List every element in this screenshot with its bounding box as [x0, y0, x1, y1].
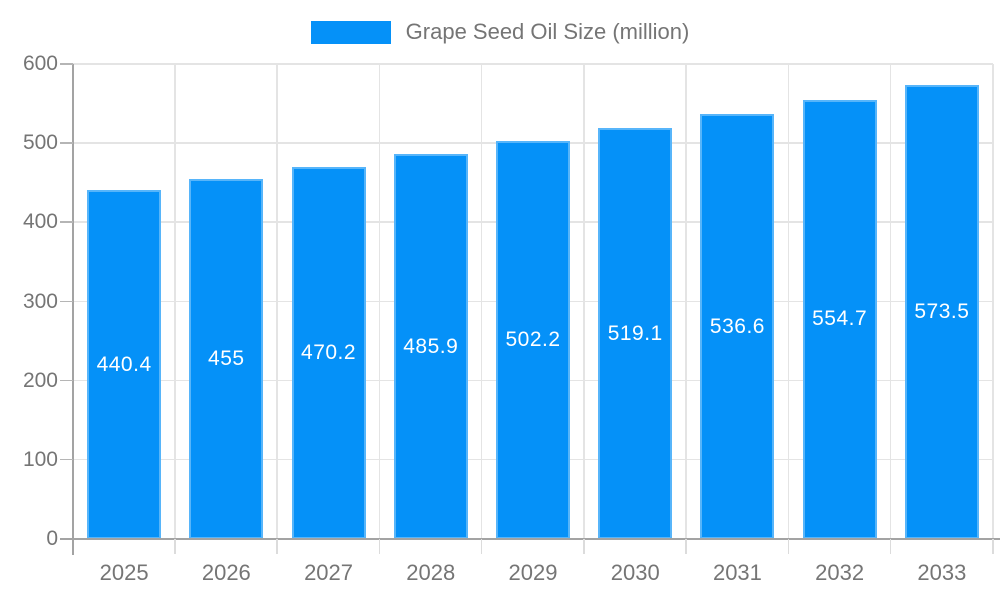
- bar[interactable]: 440.4: [87, 190, 162, 539]
- y-axis-tick: [60, 221, 73, 223]
- x-axis-tick: [685, 539, 687, 554]
- y-axis-tick: [60, 458, 73, 461]
- x-axis-label: 2032: [815, 560, 865, 585]
- x-axis-line: [60, 538, 1000, 540]
- bar-value-label: 519.1: [607, 321, 663, 345]
- h-gridline: [73, 63, 993, 65]
- v-gridline: [276, 64, 278, 539]
- x-axis-tick: [276, 539, 278, 554]
- bar[interactable]: 455: [189, 178, 264, 539]
- x-axis-tick: [378, 539, 381, 554]
- x-axis-tick: [889, 539, 892, 554]
- bar[interactable]: 502.2: [496, 141, 570, 539]
- v-gridline: [889, 64, 892, 539]
- x-axis-label: 2026: [201, 560, 251, 585]
- x-axis-label: 2028: [406, 560, 456, 585]
- x-axis-tick: [480, 539, 483, 554]
- y-axis-label: 200: [22, 368, 58, 392]
- y-axis-label: 300: [22, 289, 58, 313]
- x-axis-tick: [583, 539, 585, 554]
- bar-value-label: 455: [208, 346, 245, 370]
- v-gridline: [583, 64, 585, 539]
- v-gridline: [787, 64, 790, 539]
- y-axis-label: 400: [22, 210, 58, 234]
- x-axis-label: 2031: [712, 560, 762, 585]
- v-gridline: [378, 64, 381, 539]
- v-gridline: [174, 64, 176, 539]
- x-axis-label: 2029: [508, 560, 558, 585]
- y-axis-tick: [60, 142, 73, 144]
- bar-value-label: 554.7: [812, 307, 868, 331]
- bar[interactable]: 536.6: [700, 114, 775, 539]
- bar-value-label: 573.5: [914, 299, 970, 323]
- x-axis-label: 2027: [304, 560, 354, 585]
- v-gridline: [480, 64, 483, 539]
- y-axis-tick: [60, 379, 73, 382]
- bar[interactable]: 470.2: [291, 166, 366, 539]
- bar[interactable]: 573.5: [904, 84, 979, 539]
- x-axis-tick: [174, 539, 176, 554]
- y-axis-label: 500: [22, 131, 58, 155]
- x-axis-label: 2030: [610, 560, 660, 585]
- legend-swatch-icon: [310, 20, 391, 44]
- y-axis-label: 0: [46, 527, 58, 550]
- legend[interactable]: Grape Seed Oil Size (million): [0, 17, 1000, 47]
- x-axis-tick: [992, 539, 994, 554]
- bar[interactable]: 554.7: [802, 99, 877, 539]
- plot-area: 440.4 455 470.2 485.9 502.2 519.1 536.6 554.7 57…: [73, 63, 994, 539]
- legend-label: Grape Seed Oil Size (million): [405, 19, 690, 44]
- x-axis-label: 2025: [99, 560, 149, 585]
- v-gridline: [685, 64, 687, 539]
- bar-value-label: 440.4: [96, 352, 152, 376]
- y-axis-tick: [60, 300, 73, 302]
- bar-value-label: 485.9: [403, 334, 459, 358]
- y-axis-tick: [60, 63, 73, 65]
- y-axis-label: 100: [22, 447, 58, 471]
- bar[interactable]: 519.1: [598, 128, 673, 539]
- bar-value-label: 502.2: [505, 328, 561, 352]
- v-gridline: [992, 64, 994, 539]
- y-axis-label: 600: [22, 52, 58, 75]
- bar-value-label: 470.2: [301, 340, 357, 364]
- y-axis-line: [72, 64, 74, 555]
- x-axis-label: 2033: [917, 560, 967, 585]
- bar-value-label: 536.6: [709, 314, 765, 338]
- bar[interactable]: 485.9: [393, 154, 468, 539]
- x-axis-tick: [787, 539, 790, 554]
